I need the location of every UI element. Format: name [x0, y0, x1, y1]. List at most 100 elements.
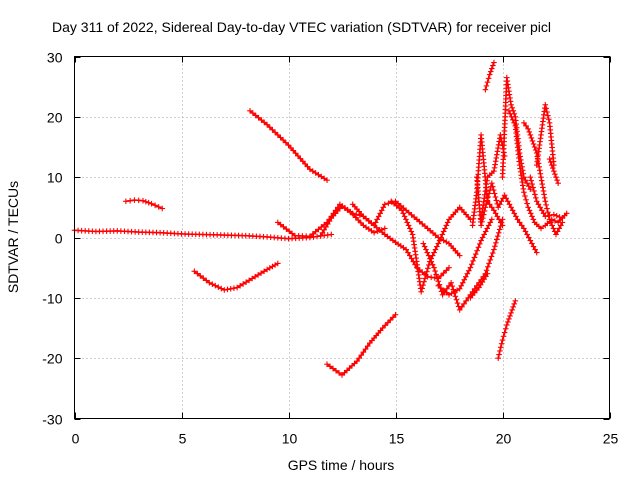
data-point — [404, 219, 411, 226]
data-point — [489, 65, 495, 72]
data-point — [529, 213, 535, 220]
data-point — [512, 298, 519, 304]
data-point — [321, 227, 327, 233]
data-point — [407, 225, 413, 232]
data-point — [429, 261, 436, 268]
data-point — [478, 222, 484, 229]
x-axis-label: GPS time / hours — [288, 457, 395, 473]
data-point — [531, 188, 537, 194]
series-arc-high-decline — [247, 108, 330, 183]
data-point — [495, 142, 502, 148]
data-point — [497, 219, 504, 226]
data-point — [143, 198, 149, 205]
data-point — [250, 110, 256, 116]
data-point — [491, 190, 498, 197]
data-point — [277, 221, 284, 228]
data-point — [433, 271, 439, 278]
data-point — [528, 177, 535, 184]
data-point — [529, 181, 535, 187]
data-point — [364, 343, 371, 349]
data-point — [544, 205, 550, 212]
data-point — [456, 307, 463, 313]
data-point — [197, 273, 204, 279]
data-point — [485, 222, 492, 229]
data-point — [558, 222, 564, 229]
data-point — [494, 148, 501, 155]
series-arc-mid-2 — [317, 203, 452, 282]
data-point — [532, 147, 539, 153]
data-point — [506, 201, 513, 208]
data-point — [258, 117, 265, 123]
data-point — [494, 233, 501, 239]
data-point — [200, 275, 207, 281]
data-point — [476, 241, 483, 247]
data-point — [491, 246, 497, 253]
data-point — [487, 257, 494, 263]
data-point — [554, 177, 560, 183]
data-point — [309, 231, 316, 237]
data-point — [252, 112, 259, 119]
series-arc-late-4 — [482, 59, 497, 93]
data-point — [453, 296, 460, 303]
data-point — [540, 184, 546, 191]
data-point — [526, 207, 533, 214]
data-point — [539, 207, 545, 214]
plot-frame — [74, 56, 610, 419]
data-point — [503, 322, 510, 328]
data-point — [277, 134, 284, 141]
data-point — [486, 260, 492, 267]
data-point — [356, 355, 362, 361]
data-point — [459, 304, 465, 310]
y-tick-label: 30 — [47, 50, 63, 66]
data-point — [527, 132, 534, 138]
data-point — [191, 268, 198, 275]
data-point — [531, 144, 538, 150]
data-point — [530, 216, 537, 223]
data-point — [423, 272, 429, 278]
data-point — [489, 183, 496, 190]
data-point — [123, 198, 129, 205]
data-point — [522, 228, 529, 235]
y-tick-label: 0 — [55, 231, 63, 247]
data-point — [315, 226, 322, 233]
data-point — [529, 240, 535, 247]
data-point — [442, 225, 448, 232]
data-point — [390, 314, 396, 321]
data-point — [336, 370, 342, 376]
data-point — [280, 137, 286, 143]
data-point — [203, 277, 210, 284]
data-point — [524, 200, 530, 207]
data-point — [522, 177, 529, 183]
data-point — [514, 216, 521, 223]
data-point — [249, 275, 255, 282]
data-point — [449, 283, 456, 289]
series-arc-late-8 — [533, 101, 557, 168]
data-point — [484, 225, 491, 232]
data-point — [261, 268, 267, 275]
series-arc-mid-6 — [435, 216, 495, 298]
data-point — [456, 285, 463, 292]
data-point — [493, 197, 500, 204]
data-point — [255, 114, 262, 121]
data-point — [454, 300, 461, 306]
data-point — [508, 101, 514, 108]
data-point — [468, 261, 475, 268]
data-point — [548, 219, 554, 226]
data-point — [549, 222, 555, 229]
series-line — [193, 262, 279, 291]
data-point — [542, 101, 549, 108]
series-arc-mid-3 — [349, 198, 463, 259]
data-point — [224, 286, 231, 293]
data-point — [499, 222, 506, 229]
data-point — [371, 222, 377, 229]
chart-title: Day 311 of 2022, Sidereal Day-to-day VTE… — [52, 19, 551, 35]
data-point — [221, 287, 228, 293]
data-point — [545, 209, 551, 215]
series-arc-late-6 — [506, 108, 570, 232]
data-point — [495, 145, 501, 151]
data-point — [563, 210, 570, 217]
data-point — [492, 161, 498, 168]
data-point — [399, 207, 405, 214]
data-point — [484, 79, 491, 85]
